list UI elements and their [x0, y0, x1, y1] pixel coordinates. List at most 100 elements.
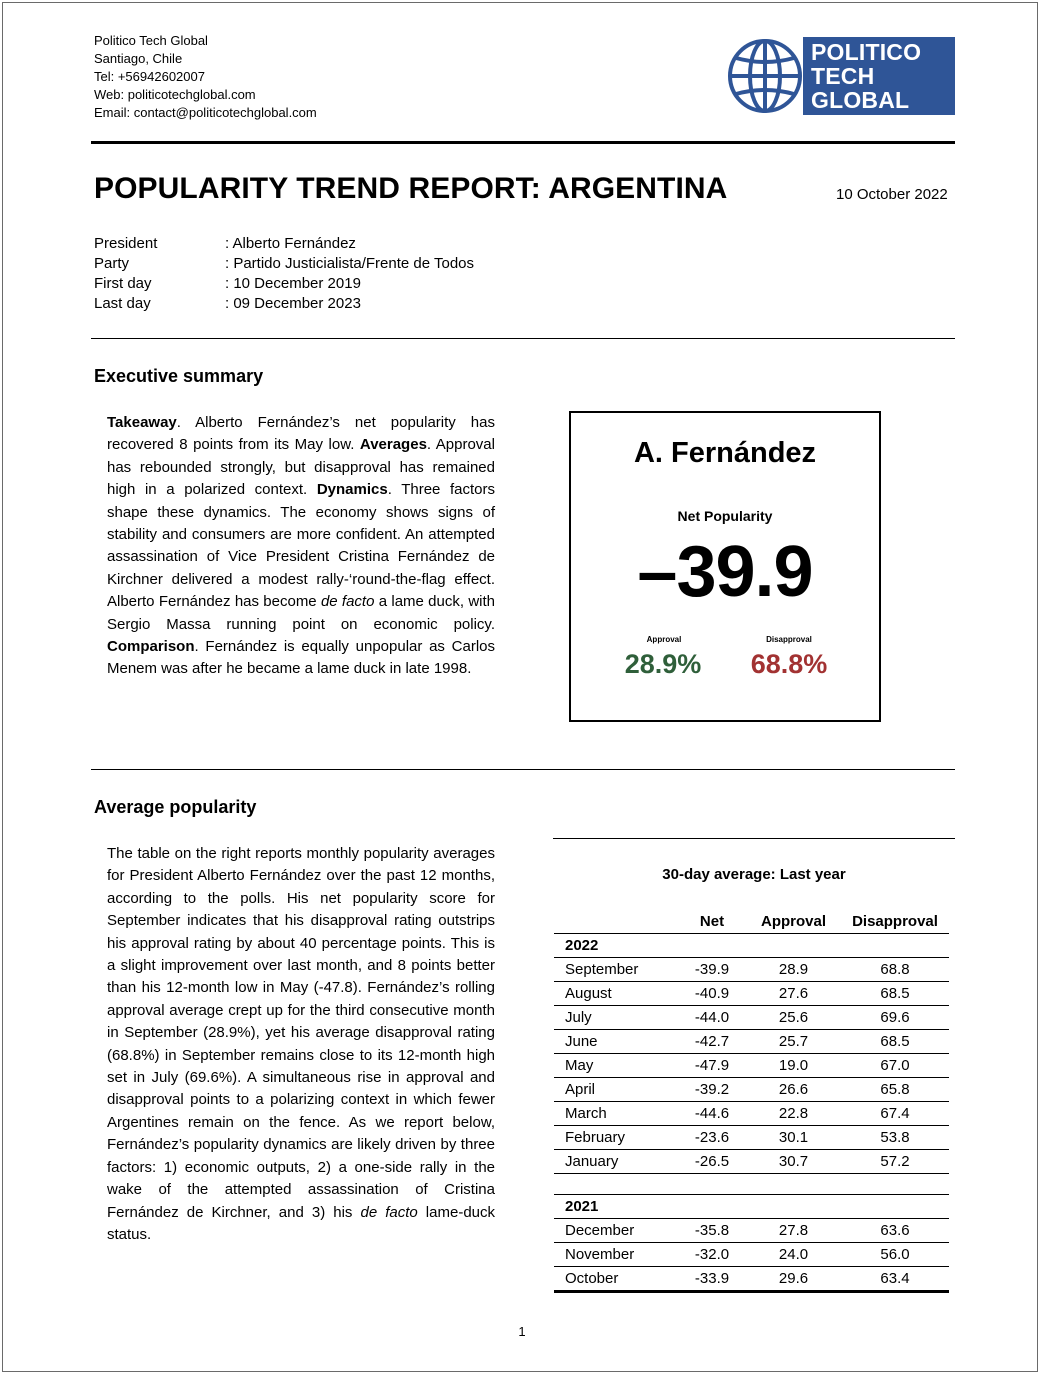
table-header [554, 910, 678, 934]
table-row: March -44.6 22.8 67.4 [554, 1101, 949, 1126]
company-phone: Tel: +56942602007 [94, 69, 205, 84]
table-header: Net [678, 910, 746, 934]
table-month-cell: April [554, 1077, 678, 1102]
table-cell [678, 1194, 746, 1219]
meta-label: President [94, 235, 158, 252]
table-year-row: 2021 [554, 1194, 949, 1219]
net-popularity-card: A. Fernández Net Popularity –39.9 Approv… [569, 411, 881, 722]
table-value-cell: 22.8 [746, 1101, 841, 1126]
average-text-end: lame-duck status. [107, 1203, 495, 1243]
table-value-cell: 68.5 [841, 1029, 949, 1054]
table-value-cell: -44.6 [678, 1101, 746, 1126]
net-popularity-value: –39.9 [637, 532, 813, 612]
page-number: 1 [518, 1324, 526, 1339]
table-row: May -47.9 19.0 67.0 [554, 1053, 949, 1078]
section-divider [91, 769, 955, 770]
disapproval-label: Disapproval [766, 635, 812, 644]
table-cell [746, 933, 841, 958]
table-value-cell: 27.6 [746, 981, 841, 1006]
table-row: February -23.6 30.1 53.8 [554, 1125, 949, 1150]
executive-summary-heading: Executive summary [94, 366, 264, 386]
table-value-cell: 26.6 [746, 1077, 841, 1102]
table-month-cell: January [554, 1149, 678, 1174]
globe-icon [728, 39, 802, 113]
logo-line: POLITICO [811, 39, 922, 65]
table-month-cell: May [554, 1053, 678, 1078]
table-value-cell: -35.8 [678, 1218, 746, 1243]
card-president-name: A. Fernández [633, 437, 817, 469]
averages-label: Averages [359, 436, 427, 454]
table-cell [554, 1173, 678, 1195]
meta-value: : 10 December 2019 [225, 275, 361, 292]
table-top-rule [553, 838, 955, 839]
table-month-cell: August [554, 981, 678, 1006]
table-value-cell: -39.9 [678, 957, 746, 982]
table-value-cell: -39.2 [678, 1077, 746, 1102]
table-month-cell: November [554, 1242, 678, 1267]
table-value-cell: 28.9 [746, 957, 841, 982]
table-value-cell: 63.4 [841, 1266, 949, 1293]
table-month-cell: February [554, 1125, 678, 1150]
contact-block: Politico Tech Global Santiago, Chile Tel… [94, 32, 317, 122]
average-popularity-text: The table on the right reports monthly p… [107, 843, 495, 1246]
takeaway-label: Takeaway [107, 414, 177, 431]
average-popularity-heading: Average popularity [94, 797, 257, 817]
section-divider [91, 338, 955, 339]
table-cell [841, 1194, 949, 1219]
table-value-cell: 67.4 [841, 1101, 949, 1126]
approval-label: Approval [646, 635, 682, 644]
average-text: The table on the right reports monthly p… [107, 845, 495, 1221]
company-logo: POLITICO TECH GLOBAL [726, 37, 955, 115]
table-month-cell: December [554, 1218, 678, 1243]
table-caption: 30-day average: Last year [662, 866, 846, 883]
table-value-cell: 19.0 [746, 1053, 841, 1078]
table-value-cell: -40.9 [678, 981, 746, 1006]
logo-wordmark: POLITICO TECH GLOBAL [811, 40, 921, 112]
table-value-cell: 69.6 [841, 1005, 949, 1030]
table-value-cell: 67.0 [841, 1053, 949, 1078]
table-header: Disapproval [841, 910, 949, 934]
table-value-cell: 29.6 [746, 1266, 841, 1293]
table-value-cell: 57.2 [841, 1149, 949, 1174]
disapproval-value: 68.8% [750, 649, 828, 679]
table-value-cell: -23.6 [678, 1125, 746, 1150]
table-value-cell: 68.8 [841, 957, 949, 982]
meta-value: : Partido Justicialista/Frente de Todos [225, 255, 475, 272]
table-value-cell: -44.0 [678, 1005, 746, 1030]
table-row: November -32.0 24.0 56.0 [554, 1242, 949, 1267]
table-value-cell: 63.6 [841, 1218, 949, 1243]
takeaway-text: . Alberto Fernández’s net popularity has… [107, 414, 495, 454]
averages-text: . Approval has rebounded strongly, but d… [107, 436, 495, 499]
table-value-cell: 65.8 [841, 1077, 949, 1102]
table-cell [678, 933, 746, 958]
table-year-row: 2022 [554, 933, 949, 958]
approval-value: 28.9% [624, 649, 702, 679]
table-value-cell: 25.7 [746, 1029, 841, 1054]
table-row: September -39.9 28.9 68.8 [554, 957, 949, 982]
logo-line: TECH [811, 63, 875, 89]
table-month-cell: September [554, 957, 678, 982]
table-row: August -40.9 27.6 68.5 [554, 981, 949, 1006]
popularity-table: Net Approval Disapproval 2022 September -3… [554, 910, 949, 1293]
dynamics-text: . Three factors shape these dynamics. Th… [107, 481, 495, 611]
table-cell [746, 1194, 841, 1219]
table-cell [678, 1173, 746, 1195]
table-value-cell: -32.0 [678, 1242, 746, 1267]
logo-line: GLOBAL [811, 87, 910, 113]
meta-label: First day [94, 275, 152, 292]
table-month-cell: October [554, 1266, 678, 1293]
table-row: July -44.0 25.6 69.6 [554, 1005, 949, 1030]
table-row: October -33.9 29.6 63.4 [554, 1266, 949, 1293]
table-value-cell: 30.1 [746, 1125, 841, 1150]
table-month-cell: June [554, 1029, 678, 1054]
dynamics-italic: de facto [320, 593, 375, 611]
net-popularity-label: Net Popularity [677, 508, 773, 524]
logo-box [803, 37, 955, 115]
table-value-cell: -26.5 [678, 1149, 746, 1174]
table-cell [841, 1173, 949, 1195]
table-year-label: 2021 [554, 1194, 678, 1219]
header-divider [91, 141, 955, 144]
average-italic: de facto [360, 1203, 418, 1221]
table-row: January -26.5 30.7 57.2 [554, 1149, 949, 1174]
table-header-row: Net Approval Disapproval [554, 910, 949, 934]
